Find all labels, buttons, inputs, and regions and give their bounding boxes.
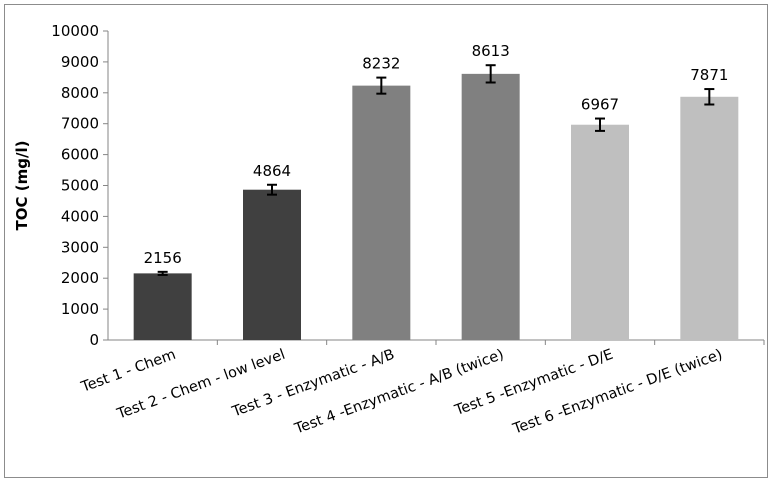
data-label: 6967 [581,96,619,114]
y-tick-label: 9000 [61,53,99,71]
x-category-label: Test 1 - Chem [78,347,178,396]
bar [680,96,739,340]
data-label: 4864 [253,162,291,180]
data-label: 2156 [144,249,182,267]
bar [461,73,520,340]
data-label: 8613 [472,42,510,60]
bar [352,85,411,341]
y-tick-label: 7000 [61,115,99,133]
x-category-label: Test 6 -Enzymatic - D/E (twice) [510,347,725,438]
bar [133,273,192,340]
y-tick-label: 3000 [61,238,99,256]
y-axis-title: TOC (mg/l) [13,141,31,231]
y-tick-label: 4000 [61,207,99,225]
y-tick-label: 1000 [61,300,99,318]
y-tick-label: 5000 [61,177,99,195]
y-tick-label: 10000 [51,22,99,40]
y-tick-label: 2000 [61,269,99,287]
y-tick-label: 0 [89,331,99,349]
bar [243,189,301,340]
data-label: 8232 [362,55,400,73]
y-tick-label: 8000 [61,84,99,102]
x-category-label: Test 4 -Enzymatic - A/B (twice) [292,347,506,438]
y-tick-label: 6000 [61,146,99,164]
bar [571,124,629,341]
data-label: 7871 [690,66,728,84]
